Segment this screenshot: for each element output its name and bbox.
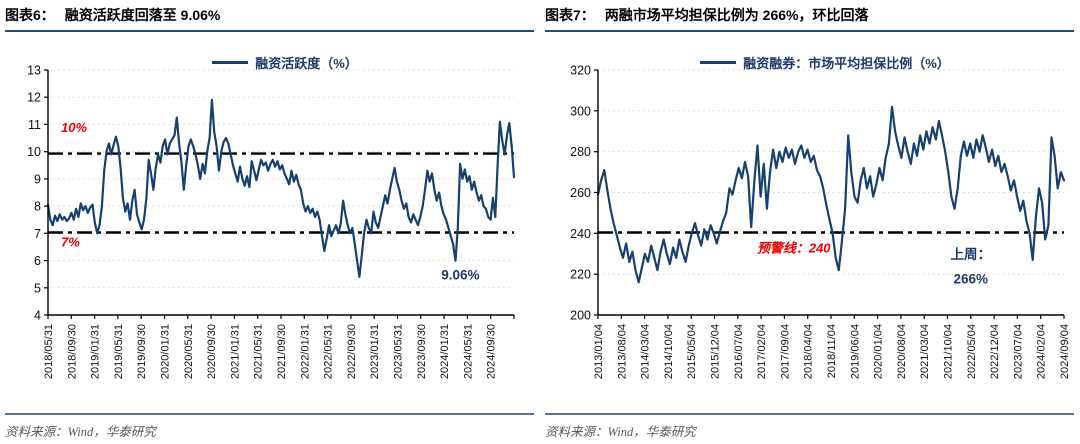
- x-tick-label: 2023/01/31: [369, 324, 381, 379]
- figure-number-label: 图表6：: [5, 7, 55, 23]
- x-tick-label: 2018/05/31: [43, 324, 55, 379]
- x-tick-label: 2022/09/30: [346, 324, 358, 379]
- annotation: 上周：: [951, 247, 992, 262]
- x-tick-label: 2022/12/04: [989, 324, 1001, 379]
- y-tick-label: 7: [34, 227, 41, 241]
- x-tick-label: 2021/09/30: [276, 324, 288, 379]
- figure-panel-6: 图表6： 融资活跃度回落至 9.06% 4 5 6 7 8 9 10 11 12 13 2018/05…: [0, 5, 540, 441]
- annotation: 266%: [954, 271, 989, 286]
- line-chart-canvas: 200 220 240 260 280 300 320 2013/01/04 2013/08/0…: [570, 64, 1071, 380]
- y-tick-label: 10: [27, 145, 41, 159]
- x-tick-label: 2019/09/30: [136, 324, 148, 379]
- figure-number-label: 图表7：: [545, 7, 595, 23]
- x-tick-label: 2024/09/30: [486, 324, 498, 379]
- x-tick-label: 2017/09/04: [779, 324, 791, 379]
- x-tick-label: 2020/05/31: [183, 324, 195, 379]
- x-tick-label: 2022/05/31: [323, 324, 335, 379]
- y-tick-label: 6: [34, 254, 41, 268]
- y-tick-label: 4: [34, 309, 41, 323]
- x-tick-label: 2019/05/31: [113, 324, 125, 379]
- figure-title: 两融市场平均担保比例为 266%，环比回落: [604, 7, 869, 23]
- y-tick-label: 220: [570, 268, 591, 282]
- figure-header: 图表6： 融资活跃度回落至 9.06%: [5, 5, 534, 32]
- chart-area: 200 220 240 260 280 300 320 2013/01/04 2013/08/0…: [540, 30, 1080, 405]
- x-tick-label: 2023/09/30: [416, 324, 428, 379]
- y-tick-label: 200: [570, 309, 591, 323]
- y-tick-label: 11: [28, 118, 41, 132]
- x-tick-label: 2015/05/04: [686, 324, 698, 379]
- y-tick-label: 12: [27, 91, 41, 105]
- chart-legend: 融资融券：市场平均担保比例（%）: [580, 53, 1070, 72]
- series-line: [596, 105, 1066, 284]
- x-tick-label: 2017/02/04: [756, 324, 768, 379]
- y-tick-label: 300: [570, 104, 591, 118]
- y-tick-label: 5: [34, 281, 41, 295]
- x-tick-label: 2013/01/04: [593, 324, 605, 379]
- figure-header: 图表7： 两融市场平均担保比例为 266%，环比回落: [545, 5, 1074, 32]
- x-tick-label: 2024/05/31: [462, 324, 474, 379]
- x-tick-label: 2019/01/31: [90, 324, 102, 379]
- y-tick-label: 240: [570, 227, 591, 241]
- x-tick-label: 2014/10/04: [663, 324, 675, 379]
- x-tick-label: 2015/12/04: [710, 324, 722, 379]
- x-tick-label: 2016/07/04: [733, 324, 745, 379]
- x-tick-label: 2022/01/31: [299, 324, 311, 379]
- source-text: 资料来源：Wind，华泰研究: [5, 425, 156, 439]
- source-footer: 资料来源：Wind，华泰研究: [545, 413, 1074, 441]
- reference-line-label: 预警线：240: [757, 241, 831, 256]
- y-tick-label: 320: [570, 64, 591, 78]
- y-tick-label: 13: [27, 64, 41, 78]
- y-tick-label: 280: [570, 145, 591, 159]
- y-tick-label: 9: [34, 172, 41, 186]
- x-tick-label: 2019/06/04: [849, 324, 861, 379]
- legend-label: 融资融券：市场平均担保比例（%）: [743, 56, 950, 71]
- source-text: 资料来源：Wind，华泰研究: [545, 425, 696, 439]
- chart-legend: 融资活跃度（%）: [40, 53, 530, 72]
- x-tick-label: 2020/01/31: [160, 324, 172, 379]
- x-tick-label: 2024/02/04: [1036, 324, 1048, 379]
- x-tick-label: 2020/09/30: [206, 324, 218, 379]
- x-tick-label: 2023/07/04: [1012, 324, 1024, 379]
- x-tick-label: 2021/05/31: [253, 324, 265, 379]
- x-tick-label: 2013/08/04: [616, 324, 628, 379]
- y-tick-label: 260: [570, 186, 591, 200]
- x-tick-label: 2020/01/04: [873, 324, 885, 379]
- x-tick-label: 2022/05/04: [966, 324, 978, 379]
- x-tick-label: 2018/04/04: [803, 324, 815, 379]
- legend-line-swatch: [700, 61, 737, 64]
- figure-title: 融资活跃度回落至 9.06%: [64, 7, 221, 23]
- x-tick-label: 2021/10/04: [943, 324, 955, 379]
- reference-line-label: 7%: [61, 234, 80, 249]
- legend-label: 融资活跃度（%）: [255, 56, 358, 71]
- chart-area: 4 5 6 7 8 9 10 11 12 13 2018/05/31 2018/09/30 2019/0…: [0, 30, 540, 405]
- x-tick-label: 2024/09/04: [1059, 324, 1071, 379]
- line-chart-canvas: 4 5 6 7 8 9 10 11 12 13 2018/05/31 2018/09/30 2019/0…: [27, 64, 516, 379]
- x-tick-label: 2018/09/30: [66, 324, 78, 379]
- x-tick-label: 2018/11/04: [826, 324, 838, 378]
- y-tick-label: 8: [34, 200, 41, 214]
- x-tick-label: 2023/05/31: [393, 324, 405, 379]
- annotation: 9.06%: [441, 268, 479, 283]
- figure-panel-7: 图表7： 两融市场平均担保比例为 266%，环比回落 200 220 240 260 28…: [540, 0, 1080, 444]
- x-tick-label: 2024/01/31: [439, 324, 451, 379]
- reference-line-label: 10%: [61, 120, 87, 135]
- series-line: [46, 98, 516, 278]
- legend-line-swatch: [212, 61, 249, 64]
- x-tick-label: 2014/03/04: [640, 324, 652, 379]
- x-tick-label: 2021/01/31: [229, 324, 241, 379]
- source-footer: 资料来源：Wind，华泰研究: [5, 413, 534, 441]
- x-tick-label: 2020/08/04: [896, 324, 908, 379]
- x-tick-label: 2021/03/04: [919, 324, 931, 379]
